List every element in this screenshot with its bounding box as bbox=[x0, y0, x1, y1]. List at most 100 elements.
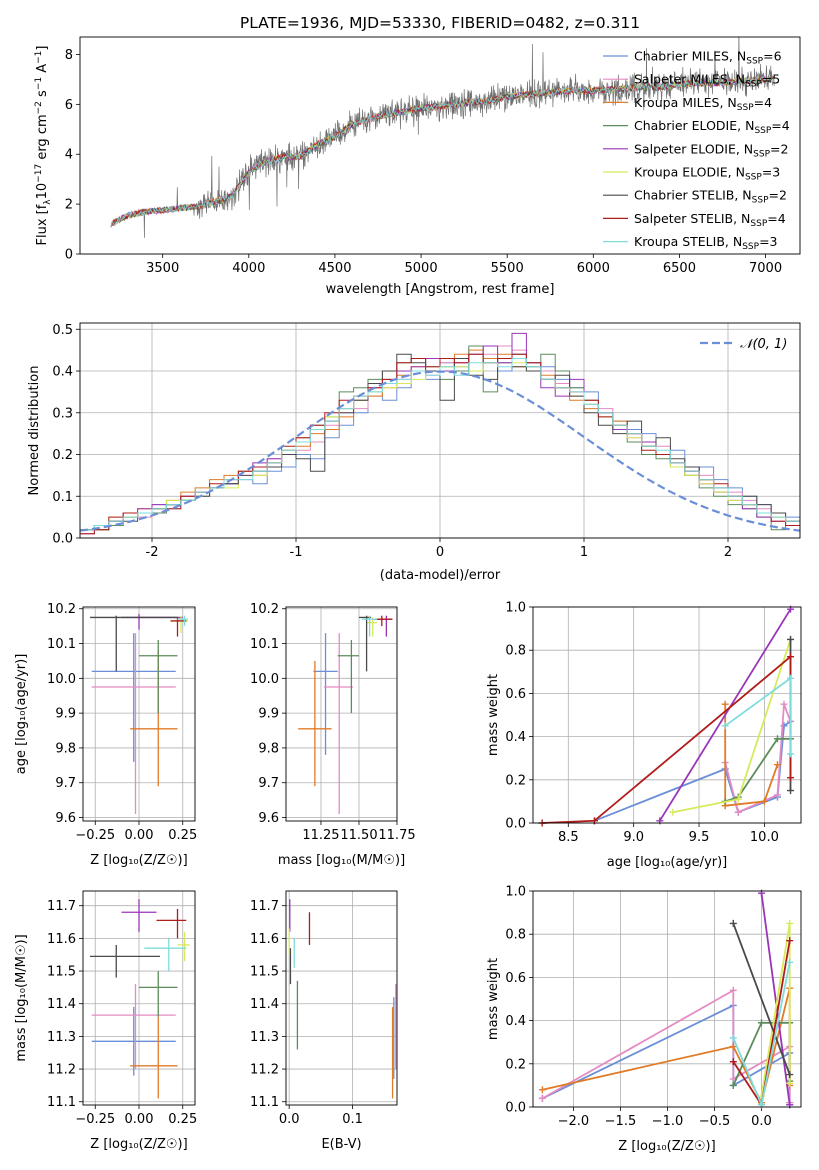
weight-line-cstelib bbox=[732, 923, 791, 1075]
legend-label-sub: SSP bbox=[742, 242, 759, 252]
legend-label-celodie: Chabrier ELODIE, NSSP=4 bbox=[634, 118, 790, 136]
y-tick-label: 0.2 bbox=[505, 1057, 526, 1072]
y-tick-label: 9.6 bbox=[258, 811, 279, 826]
x-tick-label: 7000 bbox=[749, 261, 782, 276]
y-tick-label: 9.8 bbox=[55, 741, 76, 756]
x-axis-label: (data-model)/error bbox=[380, 568, 501, 583]
weight-marker-kstelib bbox=[721, 722, 729, 730]
legend-label-suffix: =4 bbox=[771, 118, 789, 133]
weight-marker-sstelib bbox=[786, 937, 794, 945]
x-tick-label: 9.0 bbox=[623, 830, 644, 845]
weight-marker-kmiles bbox=[538, 1086, 546, 1094]
y-axis-label: Flux [fλ10−17 erg cm−2 s−1 A−1] bbox=[34, 46, 53, 246]
legend-label-kstelib: Kroupa STELIB, NSSP=3 bbox=[634, 234, 778, 252]
y-axis-label: mass [log₁₀(M/M☉)] bbox=[14, 934, 29, 1061]
y-axis-label-part: A bbox=[35, 64, 50, 77]
y-tick-label: 0.1 bbox=[52, 490, 73, 505]
model-spectrum-kstelib bbox=[110, 76, 774, 228]
x-tick-label: 10.0 bbox=[750, 830, 779, 845]
axes-frame bbox=[82, 890, 196, 1106]
x-tick-label: 1 bbox=[580, 545, 588, 560]
panel-spectrum: 3500 4000 4500 5000 5500 6000 6500 7000 0 2 4 6 8 wav… bbox=[34, 36, 801, 297]
y-tick-label: 9.8 bbox=[258, 741, 279, 756]
y-tick-label: 8 bbox=[65, 48, 73, 63]
x-tick-label: 0.00 bbox=[125, 1112, 154, 1127]
y-tick-label: 0.8 bbox=[505, 644, 526, 659]
x-tick-label: 4500 bbox=[318, 261, 351, 276]
y-axis-label-part: 10 bbox=[35, 183, 50, 200]
x-tick-label: 6500 bbox=[663, 261, 696, 276]
x-axis-label: Z [log₁₀(Z/Z☉)] bbox=[90, 1137, 187, 1152]
weight-marker-kmiles bbox=[760, 797, 768, 805]
y-tick-label: 10.0 bbox=[250, 672, 279, 687]
x-axis-label: Z [log₁₀(Z/Z☉)] bbox=[90, 853, 187, 868]
axes-frame bbox=[532, 890, 802, 1108]
x-tick-label: -2 bbox=[146, 545, 159, 560]
y-tick-label: 11.4 bbox=[250, 997, 279, 1012]
legend-label-suffix: =3 bbox=[762, 165, 780, 180]
y-tick-label: 10.2 bbox=[47, 602, 76, 617]
legend-label-text: Chabrier MILES, N bbox=[634, 49, 746, 64]
weight-marker-kmiles bbox=[773, 761, 781, 769]
y-tick-label: 11.3 bbox=[47, 1030, 76, 1045]
weight-marker-sstelib bbox=[787, 653, 795, 661]
y-tick-label: 9.9 bbox=[55, 707, 76, 722]
x-tick-label: 5000 bbox=[405, 261, 438, 276]
legend-label-sub: SSP bbox=[737, 103, 754, 113]
legend-label-sub: SSP bbox=[745, 173, 762, 183]
errorbars bbox=[288, 899, 397, 1099]
y-tick-label: 9.9 bbox=[258, 707, 279, 722]
x-tick-label: 2 bbox=[724, 545, 732, 560]
legend-label-kelodie: Kroupa ELODIE, NSSP=3 bbox=[634, 165, 780, 183]
x-axis-label: wavelength [Angstrom, rest frame] bbox=[326, 282, 555, 297]
weight-marker-kmiles bbox=[729, 1043, 737, 1051]
y-tick-label: 11.5 bbox=[47, 965, 76, 980]
x-tick-label: 0.0 bbox=[751, 1114, 772, 1129]
weight-lines bbox=[538, 605, 795, 827]
legend-label-text: Kroupa MILES, N bbox=[634, 95, 737, 110]
legend-label-suffix: =4 bbox=[754, 95, 772, 110]
weight-marker-celodie bbox=[729, 1081, 737, 1089]
legend-normal-label: 𝒩(0, 1) bbox=[740, 337, 787, 352]
x-axis-label: age [log₁₀(age/yr)] bbox=[607, 855, 728, 870]
x-axis-label: Z [log₁₀(Z/Z☉)] bbox=[618, 1139, 715, 1154]
legend-label-sub: SSP bbox=[745, 80, 762, 90]
weight-marker-kstelib bbox=[729, 1034, 737, 1042]
weight-lines bbox=[538, 889, 794, 1109]
panel-weight-vs-z: −2.0 −1.5 −1.0 −0.5 0.0 0.0 0.2 0.4 0.6 0.8 1.0 Z [… bbox=[486, 885, 802, 1154]
legend-label-sub: SSP bbox=[752, 196, 769, 206]
errorbars bbox=[90, 613, 188, 815]
y-tick-label: 0.4 bbox=[505, 730, 526, 745]
panel-weight-vs-age: 8.5 9.0 9.5 10.0 0.0 0.2 0.4 0.6 0.8 1.0 age [log₁… bbox=[486, 601, 802, 870]
legend-label-suffix: =4 bbox=[767, 211, 785, 226]
weight-marker-cstelib bbox=[786, 1071, 794, 1079]
x-tick-label: 3500 bbox=[146, 261, 179, 276]
weight-line-celodie bbox=[724, 737, 791, 803]
x-tick-label: 11.25 bbox=[302, 828, 339, 843]
weight-marker-celodie bbox=[773, 735, 781, 743]
y-tick-label: 11.2 bbox=[250, 1063, 279, 1078]
x-tick-label: −1.5 bbox=[605, 1114, 637, 1129]
figure-title: PLATE=1936, MJD=53330, FIBERID=0482, z=0… bbox=[240, 14, 640, 32]
legend-label-cstelib: Chabrier STELIB, NSSP=2 bbox=[634, 188, 787, 206]
y-tick-label: 0.6 bbox=[505, 687, 526, 702]
axes-frame bbox=[79, 36, 801, 255]
weight-marker-kstelib bbox=[787, 674, 795, 682]
weight-marker-smiles bbox=[729, 986, 737, 994]
y-tick-label: 0.0 bbox=[505, 817, 526, 832]
x-tick-label: −0.25 bbox=[75, 1112, 115, 1127]
legend-label-kmiles: Kroupa MILES, NSSP=4 bbox=[634, 95, 772, 113]
legend-label-text: Salpeter STELIB, N bbox=[634, 211, 750, 226]
x-tick-label: -1 bbox=[290, 545, 303, 560]
y-tick-label: 0.6 bbox=[505, 971, 526, 986]
y-tick-label: 0.3 bbox=[52, 406, 73, 421]
x-tick-label: 11.50 bbox=[340, 828, 377, 843]
legend-label-sub: SSP bbox=[753, 149, 770, 159]
legend-label-text: Kroupa ELODIE, N bbox=[634, 165, 745, 180]
x-axis-label: mass [log₁₀(M/M☉)] bbox=[278, 853, 405, 868]
y-tick-label: 10.1 bbox=[250, 637, 279, 652]
legend-label-smiles: Salpeter MILES, NSSP=5 bbox=[634, 72, 780, 90]
weight-marker-cstelib bbox=[787, 787, 795, 795]
x-tick-label: 0.00 bbox=[125, 828, 154, 843]
